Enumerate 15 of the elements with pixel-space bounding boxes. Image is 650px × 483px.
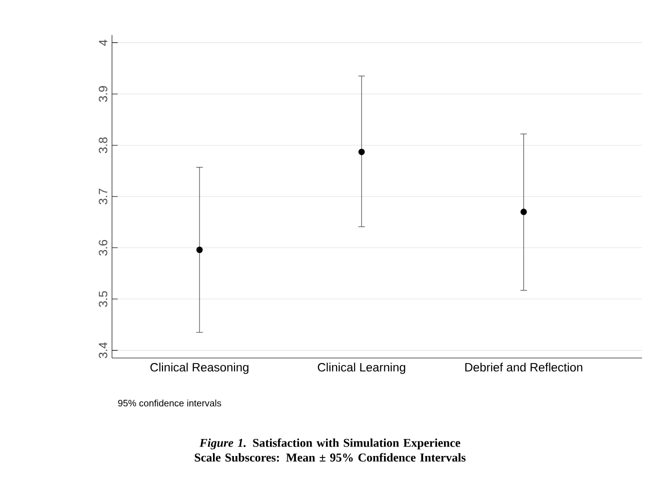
x-tick-label: Clinical Reasoning [150,362,248,374]
point [358,148,365,156]
y-tick-label: 3.4 [98,342,108,358]
y-tick-label: 3.6 [98,240,108,256]
text: Figure 1. Satisfaction with Simulation Experience Scale Subscores: Mean ± 95% Confidence Intervals [194,438,466,462]
x-tick-label: Clinical Learning [318,362,406,374]
point [196,246,203,254]
y-tick-label: 3.5 [98,291,108,307]
text: 95% confidence intervals [118,400,222,406]
x-tick-label: Debrief and Reflection [465,362,582,372]
y-tick-label: 3.9 [98,86,108,102]
y-tick-label: 3.7 [98,188,108,204]
y-tick-label: 4 [99,40,108,46]
y-tick-label: 3.8 [98,137,108,154]
point [520,208,527,216]
